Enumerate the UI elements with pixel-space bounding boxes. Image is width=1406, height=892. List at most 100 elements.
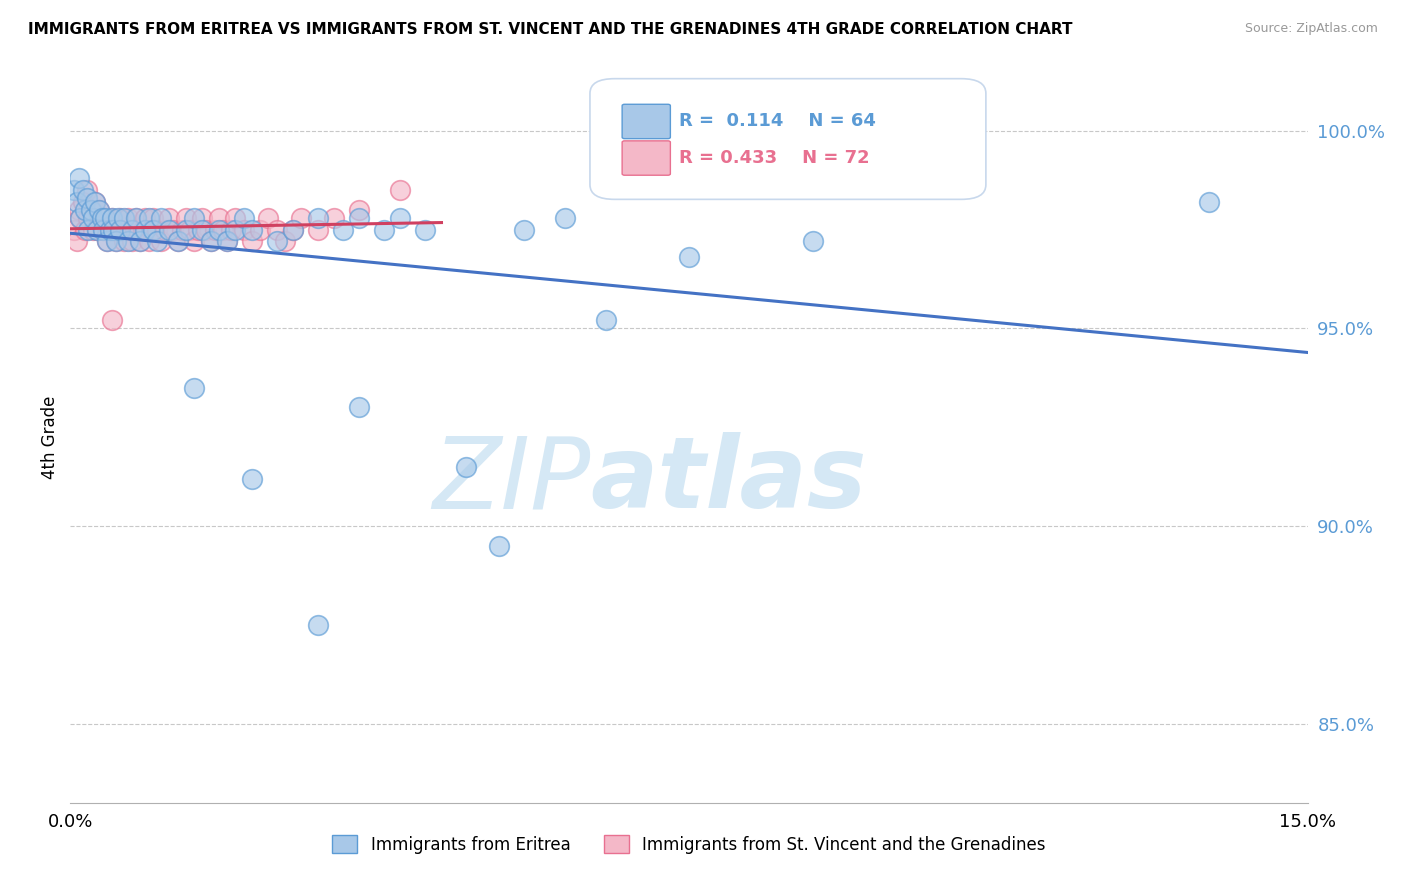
Point (174, 222, 197, 236)
Point (146, 222, 169, 236)
Point (91, 222, 114, 236)
Point (117, 235, 139, 249)
Point (121, 222, 143, 236)
Point (100, 313, 122, 327)
Point (125, 211, 148, 225)
Text: R =  0.114    N = 64: R = 0.114 N = 64 (679, 112, 876, 130)
Point (215, 235, 238, 249)
Point (104, 235, 127, 249)
Point (134, 222, 156, 236)
Point (77, 211, 100, 225)
Point (801, 235, 824, 249)
Point (212, 222, 235, 236)
Point (90, 211, 112, 225)
Point (266, 235, 288, 249)
Point (240, 472, 263, 486)
Point (117, 211, 139, 225)
Point (112, 235, 135, 249)
FancyBboxPatch shape (591, 78, 986, 200)
Point (75, 202, 97, 217)
Point (170, 222, 193, 236)
Point (129, 235, 152, 249)
Point (150, 211, 173, 225)
Point (224, 222, 246, 236)
Point (108, 211, 131, 225)
Point (257, 211, 280, 225)
Point (96, 235, 118, 249)
Point (69, 211, 91, 225)
Point (208, 222, 231, 236)
Point (84, 194, 107, 209)
Point (115, 222, 138, 236)
Point (290, 211, 312, 225)
Point (215, 235, 238, 249)
Point (183, 211, 205, 225)
Point (139, 222, 162, 236)
Point (80, 202, 103, 217)
FancyBboxPatch shape (621, 104, 671, 138)
Point (67, 202, 90, 217)
Point (191, 211, 214, 225)
Point (94, 211, 117, 225)
Point (413, 222, 436, 236)
Point (69, 211, 91, 225)
Point (66, 194, 89, 209)
Point (200, 235, 222, 249)
FancyBboxPatch shape (621, 141, 671, 175)
Point (76, 183, 98, 197)
Point (90, 211, 112, 225)
Point (195, 222, 218, 236)
Point (347, 202, 370, 217)
Point (232, 211, 254, 225)
Point (82, 222, 104, 236)
Point (121, 235, 143, 249)
Point (96, 235, 118, 249)
Point (166, 235, 188, 249)
Point (224, 211, 246, 225)
Point (1198, 194, 1220, 209)
Point (134, 211, 156, 225)
Point (150, 235, 173, 249)
Point (107, 211, 129, 225)
Point (100, 211, 122, 225)
Point (77, 222, 100, 236)
Y-axis label: 4th Grade: 4th Grade (41, 395, 59, 479)
Point (124, 222, 146, 236)
Point (678, 250, 700, 264)
Point (373, 222, 395, 236)
Point (63, 222, 86, 236)
Point (72, 183, 94, 197)
Point (107, 222, 129, 236)
Point (75, 222, 97, 236)
Point (157, 222, 180, 236)
Point (63, 183, 86, 197)
Point (67, 171, 90, 186)
Point (89, 202, 111, 217)
Point (219, 222, 242, 236)
Text: ZIP: ZIP (432, 433, 591, 530)
Point (142, 211, 165, 225)
Point (98, 222, 121, 236)
Point (281, 222, 304, 236)
Point (183, 235, 205, 249)
Point (332, 222, 354, 236)
Point (162, 222, 184, 236)
Point (174, 211, 197, 225)
Text: IMMIGRANTS FROM ERITREA VS IMMIGRANTS FROM ST. VINCENT AND THE GRENADINES 4TH GR: IMMIGRANTS FROM ERITREA VS IMMIGRANTS FR… (28, 22, 1073, 37)
Point (240, 235, 263, 249)
Point (142, 222, 165, 236)
Text: R = 0.433    N = 72: R = 0.433 N = 72 (679, 149, 870, 167)
Point (91, 222, 114, 236)
Point (307, 222, 329, 236)
Point (347, 211, 370, 225)
Point (183, 381, 205, 395)
Point (204, 222, 226, 236)
Point (347, 401, 370, 415)
Point (208, 211, 231, 225)
Point (488, 539, 510, 553)
Point (595, 313, 617, 327)
Point (232, 222, 254, 236)
Point (82, 211, 104, 225)
Point (274, 235, 297, 249)
Point (66, 235, 89, 249)
